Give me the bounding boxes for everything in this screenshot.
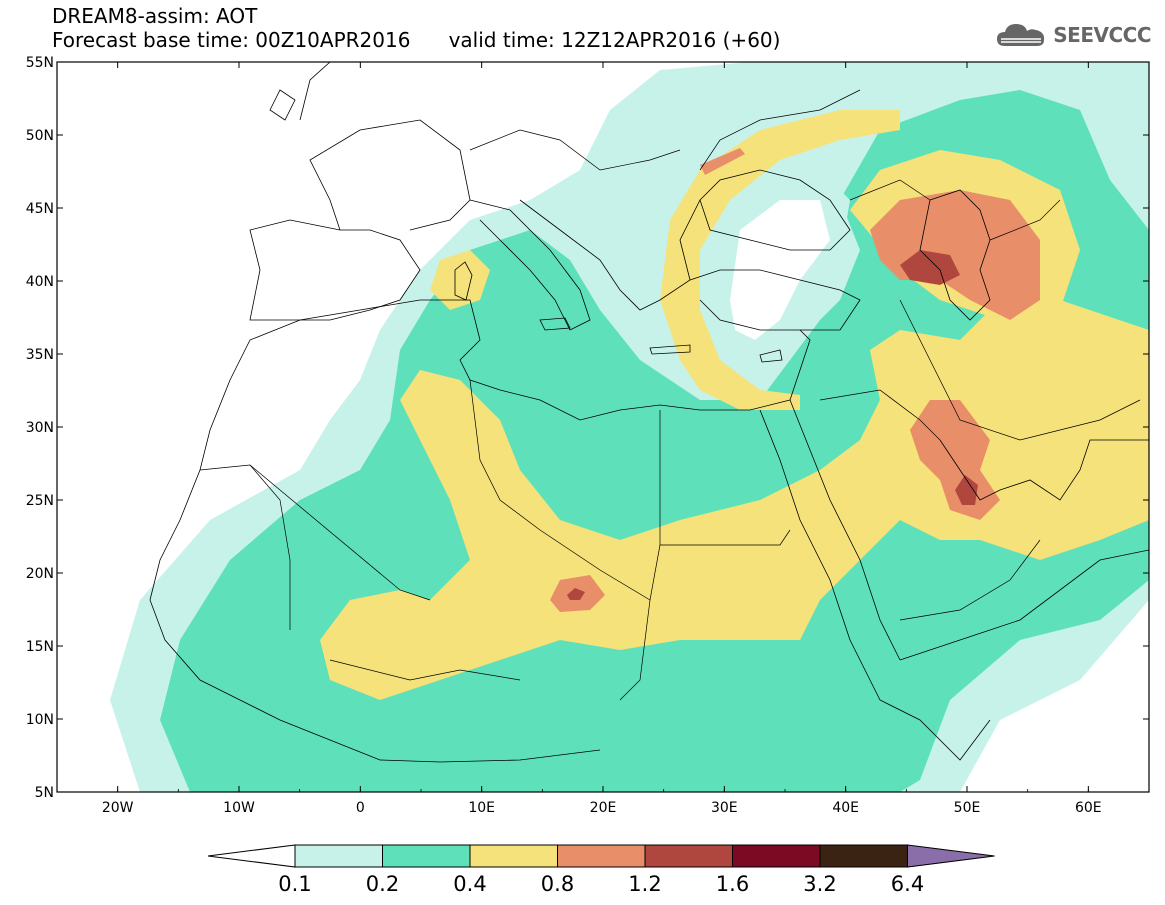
time-line: Forecast base time: 00Z10APR2016 valid t… xyxy=(52,28,780,52)
border-algeria-libya xyxy=(469,379,541,531)
lat-tick-label: 10N xyxy=(26,712,54,728)
border-libya-chad xyxy=(539,529,661,601)
aot-band-1-2-chad xyxy=(567,588,585,600)
border-saudi-iraq xyxy=(819,389,941,441)
axis-ticks: 20W 10W 0 10E 20E 30E 40E 50E 60E 55N 50N 45N 40N 35N… xyxy=(26,55,1150,816)
border-kazakhstan xyxy=(849,179,1061,241)
valid-time-label: valid time: 12Z12APR2016 (+60) xyxy=(448,28,781,52)
colorbar-label: 1.2 xyxy=(628,872,661,896)
border-iran xyxy=(899,299,1141,441)
lon-tick-label: 10E xyxy=(468,800,495,816)
cloud-icon xyxy=(997,24,1045,46)
aot-band-1-2-gulf xyxy=(955,475,978,505)
colorbar-high-arrow xyxy=(907,844,995,868)
colorbar-swatch xyxy=(819,844,908,868)
lat-tick-label: 20N xyxy=(26,566,54,582)
coast-arabia-south xyxy=(899,549,1149,661)
colorbar-swatch xyxy=(294,844,383,868)
colorbar-label: 0.8 xyxy=(541,872,574,896)
colorbar-swatch xyxy=(644,844,733,868)
lon-tick-label: 50E xyxy=(954,800,981,816)
coast-sicily xyxy=(539,317,571,331)
coast-caspian-sea xyxy=(919,189,991,321)
coast-british-isles xyxy=(269,62,331,121)
coast-cyprus xyxy=(759,349,783,363)
seevccc-logo: SEEVCCC xyxy=(995,20,1151,50)
lat-tick-label: 30N xyxy=(26,420,54,436)
lat-tick-label: 45N xyxy=(26,201,54,217)
coast-sardinia xyxy=(454,261,473,301)
lat-tick-label: 5N xyxy=(35,785,54,801)
lat-tick-label: 50N xyxy=(26,128,54,144)
coast-iberia xyxy=(249,219,421,321)
coast-west-africa xyxy=(149,339,601,763)
lat-tick-label: 35N xyxy=(26,347,54,363)
lon-tick-label: 20E xyxy=(590,800,617,816)
colorbar-swatch xyxy=(469,844,558,868)
colorbar-label: 0.4 xyxy=(453,872,486,896)
logo-text: SEEVCCC xyxy=(1053,23,1151,47)
aot-band-1-2-caspian xyxy=(900,250,960,285)
colorbar-swatch xyxy=(557,844,646,868)
lon-tick-label: 20W xyxy=(102,800,134,816)
aot-clear-core xyxy=(730,200,830,340)
aot-colorbar: 0.1 0.2 0.4 0.8 1.2 1.6 3.2 6.4 xyxy=(207,844,995,896)
border-niger-nigeria xyxy=(329,659,521,681)
coast-turkey xyxy=(689,269,861,331)
lon-tick-label: 30E xyxy=(711,800,738,816)
aot-field xyxy=(57,62,1149,792)
lon-tick-label: 10W xyxy=(223,800,255,816)
coast-red-sea-west xyxy=(759,409,991,761)
coastlines xyxy=(149,62,1149,763)
border-sudan-chad xyxy=(619,599,651,701)
country-borders xyxy=(199,89,1141,701)
coast-italy xyxy=(469,199,591,331)
aot-band-0-8-black-sea xyxy=(700,148,745,175)
coast-red-sea-east xyxy=(789,399,901,661)
lon-tick-label: 0 xyxy=(356,800,365,816)
coast-france xyxy=(309,119,471,231)
coast-black-sea xyxy=(699,169,851,251)
border-egypt-sudan xyxy=(660,529,791,546)
coast-balkans xyxy=(519,199,701,311)
border-saudi-yemen xyxy=(899,539,1041,621)
colorbar-label: 6.4 xyxy=(891,872,924,896)
lat-tick-label: 55N xyxy=(26,55,54,71)
colorbar-label: 0.2 xyxy=(366,872,399,896)
map-title: DREAM8-assim: AOT xyxy=(52,4,258,28)
aot-band-0-4-arc xyxy=(660,110,900,410)
border-algeria-mali xyxy=(249,464,431,601)
colorbar-label: 0.1 xyxy=(278,872,311,896)
border-ukraine-russia xyxy=(699,89,861,171)
border-europe-central xyxy=(469,129,681,171)
coast-persian-gulf xyxy=(939,439,1149,501)
aot-band-0-8-caspian xyxy=(870,190,1040,320)
colorbar-label: 1.6 xyxy=(716,872,749,896)
lon-tick-label: 40E xyxy=(832,800,859,816)
colorbar-low-arrow xyxy=(207,844,296,868)
coast-crete xyxy=(649,344,691,355)
lat-tick-label: 15N xyxy=(26,639,54,655)
aot-band-0-4-sardinia xyxy=(430,250,490,310)
aot-band-0-8-gulf xyxy=(910,400,1000,520)
colorbar-label: 3.2 xyxy=(803,872,836,896)
lat-tick-label: 25N xyxy=(26,493,54,509)
border-mauritania-mali xyxy=(199,464,291,630)
map-header: DREAM8-assim: AOT Forecast base time: 00… xyxy=(52,4,780,52)
coast-levant xyxy=(789,329,811,401)
lon-tick-label: 60E xyxy=(1075,800,1102,816)
coast-north-africa xyxy=(249,299,791,421)
colorbar-swatch xyxy=(382,844,471,868)
colorbar-swatch xyxy=(732,844,821,868)
base-time-label: Forecast base time: 00Z10APR2016 xyxy=(52,28,411,52)
lat-tick-label: 40N xyxy=(26,274,54,290)
